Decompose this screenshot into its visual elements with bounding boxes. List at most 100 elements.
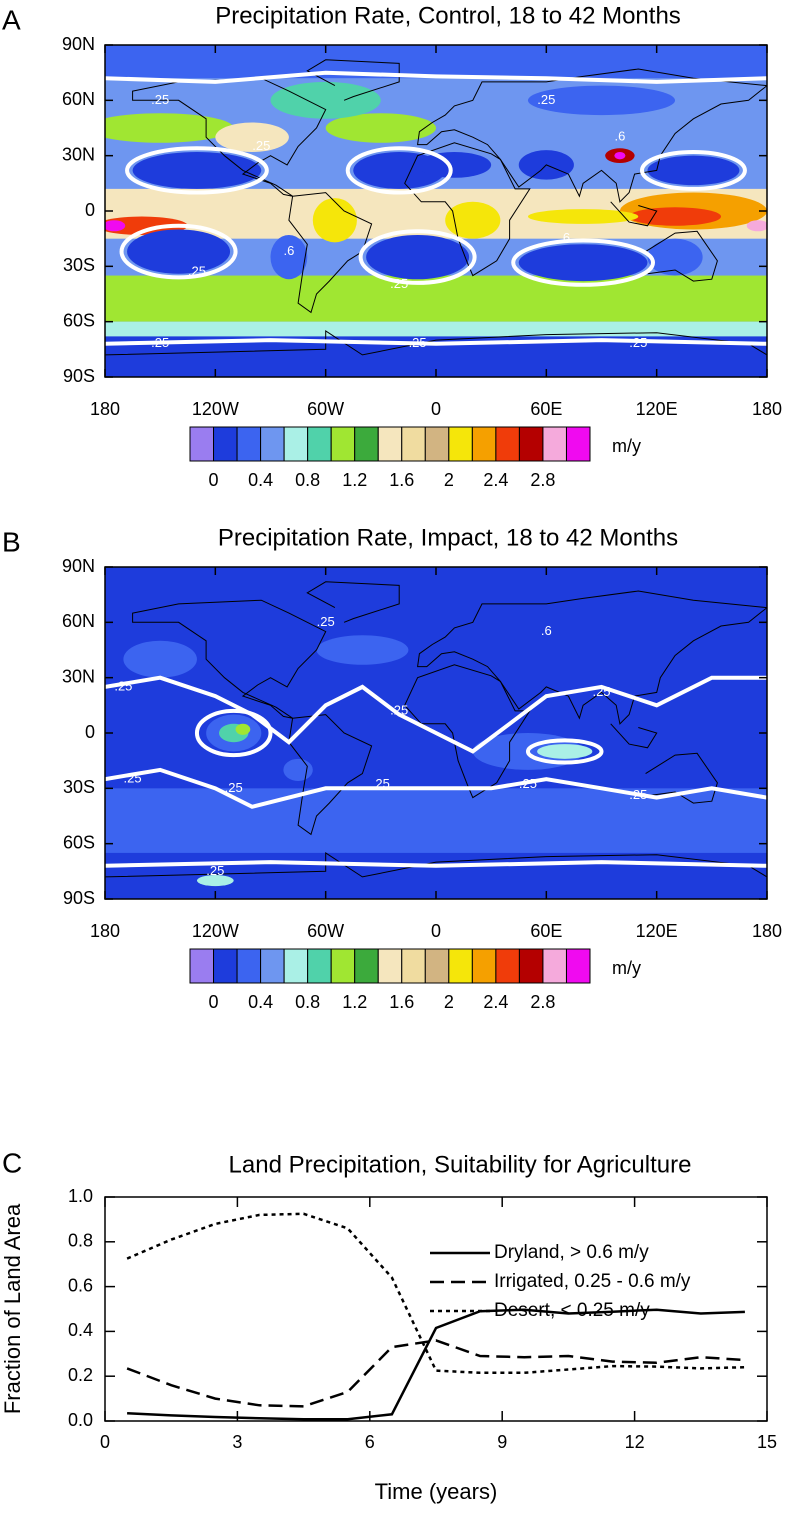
- colorbar-tick-label: 2.8: [530, 992, 555, 1012]
- colorbar-box: [424, 426, 450, 462]
- colorbar-box: [377, 948, 403, 984]
- y-tick-label: 0: [85, 200, 95, 220]
- contour-line: [511, 238, 655, 287]
- colorbar-box: [236, 948, 262, 984]
- contour-line: [105, 675, 767, 754]
- contour-fill: [614, 151, 626, 160]
- contour-fill: [132, 151, 262, 189]
- x-axis-label: Time (years): [375, 1479, 498, 1504]
- contour-fill: [746, 220, 767, 232]
- contour-fill: [518, 244, 648, 282]
- contour-fill: [127, 229, 231, 274]
- y-tick-label: 90N: [62, 556, 95, 576]
- contour-fill: [417, 151, 492, 178]
- contour-label: .25: [629, 787, 647, 802]
- x-tick-label: 15: [757, 1432, 777, 1452]
- colorbar-tick-label: 2.8: [530, 470, 555, 490]
- colorbar-box: [330, 426, 356, 462]
- x-tick-label: 3: [232, 1432, 242, 1452]
- coastline: [417, 68, 767, 203]
- contour-fill: [105, 321, 767, 337]
- x-tick-label: 0: [431, 921, 441, 941]
- colorbar-box: [471, 948, 497, 984]
- colorbar-box: [495, 426, 520, 462]
- x-tick-label: 60E: [530, 921, 562, 941]
- contour-line: [358, 229, 477, 285]
- colorbar-tick-label: 0.8: [295, 470, 320, 490]
- series-line: [127, 1308, 745, 1421]
- x-tick-label: 0: [431, 399, 441, 419]
- panel-label: A: [2, 4, 21, 35]
- colorbar-tick-label: 2: [444, 470, 454, 490]
- x-tick-label: 60W: [307, 921, 344, 941]
- contour-fill: [270, 81, 381, 119]
- contour-label: .25: [317, 614, 335, 629]
- contour-label: .25: [124, 771, 142, 786]
- contour-label: .25: [151, 92, 169, 107]
- y-tick-label: 60S: [63, 832, 95, 852]
- colorbar-tick-label: 2: [444, 992, 454, 1012]
- y-tick-label: 0.6: [68, 1275, 93, 1295]
- series-line: [126, 1339, 745, 1408]
- colorbar-box: [495, 948, 520, 984]
- colorbar-box: [448, 426, 473, 462]
- y-tick-label: 0.4: [68, 1320, 93, 1340]
- contour-label: .25: [114, 678, 132, 693]
- contour-label: .25: [225, 780, 243, 795]
- x-tick-label: 120W: [192, 921, 239, 941]
- colorbar-tick-label: 1.2: [342, 992, 367, 1012]
- x-tick-label: 0: [100, 1432, 110, 1452]
- y-tick-label: 0: [85, 722, 95, 742]
- y-tick-label: 90S: [63, 366, 95, 386]
- colorbar-unit: m/y: [612, 436, 641, 456]
- contour-fill: [105, 113, 234, 143]
- contour-fill: [215, 122, 289, 152]
- y-tick-label: 90N: [62, 34, 95, 54]
- x-tick-label: 180: [752, 399, 782, 419]
- colorbar-box: [424, 948, 450, 984]
- contour-label: .25: [537, 92, 555, 107]
- panel-label: C: [2, 1147, 22, 1178]
- contour-fill: [196, 875, 234, 887]
- contour-line: [105, 338, 767, 346]
- contour-label: .25: [519, 776, 537, 791]
- x-tick-label: 180: [90, 921, 120, 941]
- coastline: [610, 723, 658, 749]
- contour-fill: [123, 640, 197, 678]
- y-tick-label: 30S: [63, 777, 95, 797]
- colorbar-box: [189, 426, 215, 462]
- legend-label: Desert, < 0.25 m/y: [494, 1300, 650, 1321]
- contour-label: .25: [390, 702, 408, 717]
- y-tick-label: 30N: [62, 144, 95, 164]
- colorbar-box: [213, 948, 238, 984]
- contour-line: [125, 146, 269, 195]
- coastline: [404, 664, 531, 799]
- coastline: [417, 590, 767, 725]
- y-tick-label: 90S: [63, 888, 95, 908]
- coastline: [645, 230, 718, 282]
- colorbar-tick-label: 1.2: [342, 470, 367, 490]
- coastline: [610, 201, 658, 227]
- colorbar-box: [330, 948, 356, 984]
- contour-fill: [537, 744, 593, 759]
- colorbar-box: [354, 948, 379, 984]
- contour-fill: [366, 234, 470, 280]
- contour-label: .25: [188, 263, 206, 278]
- contour-fill: [527, 209, 639, 224]
- x-tick-label: 180: [752, 921, 782, 941]
- colorbar-box: [213, 426, 238, 462]
- y-tick-label: 0.8: [68, 1231, 93, 1251]
- x-tick-label: 180: [90, 399, 120, 419]
- coastline: [306, 59, 400, 101]
- map-title: Precipitation Rate, Impact, 18 to 42 Mon…: [218, 524, 678, 551]
- colorbar-box: [307, 426, 332, 462]
- coastline: [306, 581, 400, 623]
- colorbar-box: [401, 948, 426, 984]
- colorbar-box: [448, 948, 473, 984]
- contour-fill: [105, 788, 767, 853]
- y-tick-label: 1.0: [68, 1186, 93, 1206]
- contour-fill: [325, 113, 437, 143]
- colorbar-tick-label: 1.6: [389, 470, 414, 490]
- colorbar-box: [307, 948, 332, 984]
- map-title: Precipitation Rate, Control, 18 to 42 Mo…: [215, 2, 681, 29]
